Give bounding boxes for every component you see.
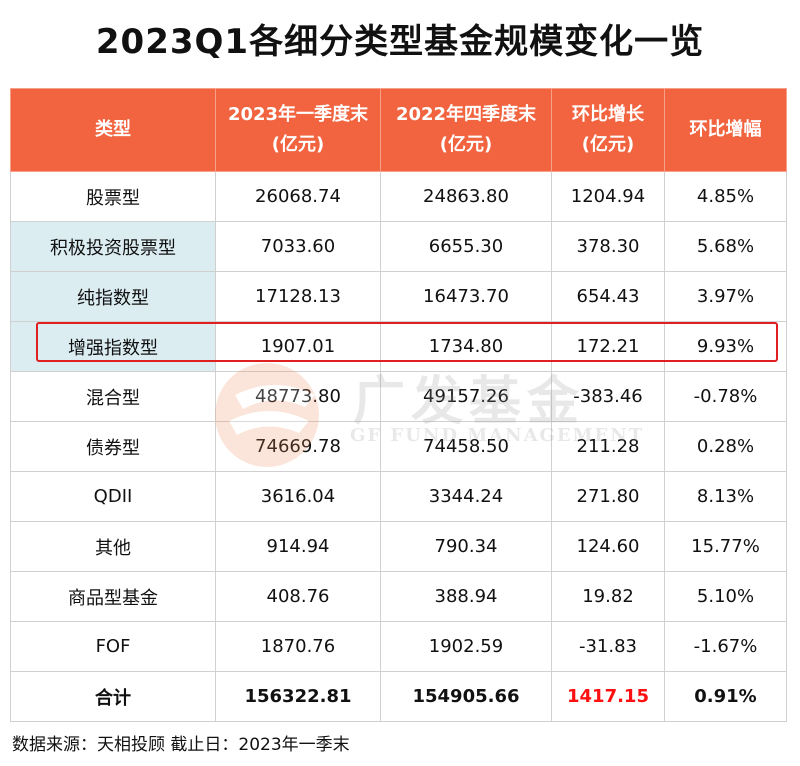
table-row: 其他 914.94 790.34 124.60 15.77%: [10, 521, 787, 572]
cell-rate: 15.77%: [664, 521, 787, 572]
cell-type: 积极投资股票型: [10, 221, 216, 272]
cell-growth: 654.43: [551, 271, 665, 322]
header-growth-rate: 环比增幅: [664, 88, 787, 172]
cell-growth: 211.28: [551, 421, 665, 472]
cell-type: 纯指数型: [10, 271, 216, 322]
source-note: 数据来源：天相投顾 截止日：2023年一季末: [12, 735, 350, 755]
cell-rate: 0.28%: [664, 421, 787, 472]
cell-rate: 8.13%: [664, 471, 787, 522]
cell-growth: 172.21: [551, 321, 665, 372]
table-row: 债券型 74669.78 74458.50 211.28 0.28%: [10, 421, 787, 472]
cell-q4: 16473.70: [380, 271, 552, 322]
cell-q4: 74458.50: [380, 421, 552, 472]
cell-growth: 124.60: [551, 521, 665, 572]
fund-size-table: 类型 2023年一季度末 (亿元) 2022年四季度末 (亿元) 环比增长 (亿…: [10, 88, 787, 722]
table-row: 积极投资股票型 7033.60 6655.30 378.30 5.68%: [10, 221, 787, 272]
table-row: QDII 3616.04 3344.24 271.80 8.13%: [10, 471, 787, 522]
header-q1-2023: 2023年一季度末 (亿元): [215, 88, 381, 172]
header-type: 类型: [10, 88, 216, 172]
cell-q1: 1870.76: [215, 621, 381, 672]
table-row-highlighted: 增强指数型 1907.01 1734.80 172.21 9.93%: [10, 321, 787, 372]
cell-q1: 17128.13: [215, 271, 381, 322]
cell-growth: 1204.94: [551, 171, 665, 222]
cell-q4: 790.34: [380, 521, 552, 572]
cell-rate: 5.68%: [664, 221, 787, 272]
cell-q1: 1907.01: [215, 321, 381, 372]
page-title: 2023Q1各细分类型基金规模变化一览: [95, 22, 705, 62]
cell-q1: 26068.74: [215, 171, 381, 222]
header-growth: 环比增长 (亿元): [551, 88, 665, 172]
cell-growth: 378.30: [551, 221, 665, 272]
table-row: 股票型 26068.74 24863.80 1204.94 4.85%: [10, 171, 787, 222]
cell-type: 商品型基金: [10, 571, 216, 622]
table-header-row: 类型 2023年一季度末 (亿元) 2022年四季度末 (亿元) 环比增长 (亿…: [10, 88, 787, 172]
cell-rate: 3.97%: [664, 271, 787, 322]
header-q4-2022: 2022年四季度末 (亿元): [380, 88, 552, 172]
cell-q4: 1902.59: [380, 621, 552, 672]
cell-growth: 1417.15: [551, 671, 665, 722]
cell-rate: 4.85%: [664, 171, 787, 222]
cell-q4: 3344.24: [380, 471, 552, 522]
cell-q1: 48773.80: [215, 371, 381, 422]
cell-q1: 74669.78: [215, 421, 381, 472]
cell-rate: -1.67%: [664, 621, 787, 672]
cell-q4: 6655.30: [380, 221, 552, 272]
cell-rate: -0.78%: [664, 371, 787, 422]
table-row: 混合型 48773.80 49157.26 -383.46 -0.78%: [10, 371, 787, 422]
cell-type: 增强指数型: [10, 321, 216, 372]
cell-q1: 3616.04: [215, 471, 381, 522]
cell-q4: 24863.80: [380, 171, 552, 222]
cell-q4: 1734.80: [380, 321, 552, 372]
cell-q4: 49157.26: [380, 371, 552, 422]
cell-rate: 0.91%: [664, 671, 787, 722]
cell-rate: 5.10%: [664, 571, 787, 622]
cell-rate: 9.93%: [664, 321, 787, 372]
cell-growth: -31.83: [551, 621, 665, 672]
cell-q4: 154905.66: [380, 671, 552, 722]
cell-type: 股票型: [10, 171, 216, 222]
table-row: 纯指数型 17128.13 16473.70 654.43 3.97%: [10, 271, 787, 322]
cell-type: FOF: [10, 621, 216, 672]
cell-q1: 7033.60: [215, 221, 381, 272]
cell-q1: 914.94: [215, 521, 381, 572]
cell-growth: -383.46: [551, 371, 665, 422]
cell-q4: 388.94: [380, 571, 552, 622]
table-total-row: 合计 156322.81 154905.66 1417.15 0.91%: [10, 671, 787, 722]
cell-type: QDII: [10, 471, 216, 522]
cell-type: 债券型: [10, 421, 216, 472]
cell-type: 混合型: [10, 371, 216, 422]
cell-q1: 156322.81: [215, 671, 381, 722]
table-row: 商品型基金 408.76 388.94 19.82 5.10%: [10, 571, 787, 622]
cell-type: 其他: [10, 521, 216, 572]
cell-q1: 408.76: [215, 571, 381, 622]
cell-growth: 19.82: [551, 571, 665, 622]
cell-growth: 271.80: [551, 471, 665, 522]
cell-type: 合计: [10, 671, 216, 722]
table-row: FOF 1870.76 1902.59 -31.83 -1.67%: [10, 621, 787, 672]
